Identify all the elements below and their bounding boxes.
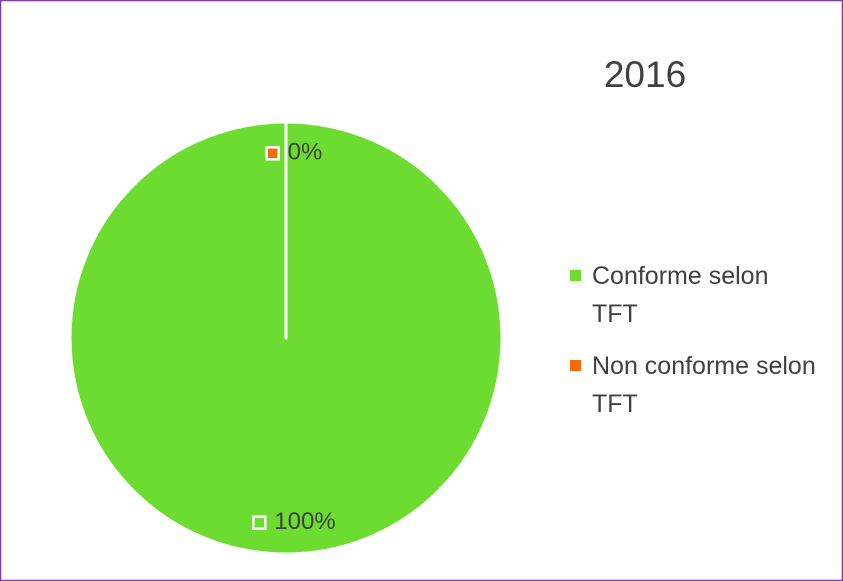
- legend-label: Non conforme selon TFT: [592, 352, 816, 418]
- legend-swatch: [570, 360, 581, 371]
- data-label: 0%: [288, 139, 323, 166]
- legend-item: Non conforme selon TFT: [570, 347, 820, 423]
- data-label-marker: [265, 146, 280, 161]
- legend-item: Conforme selon TFT: [570, 257, 820, 333]
- legend-swatch: [570, 270, 581, 281]
- legend-label: Conforme selon TFT: [592, 262, 769, 328]
- data-label: 100%: [274, 508, 335, 535]
- chart-title: 2016: [604, 54, 686, 95]
- data-label-marker: [252, 515, 267, 530]
